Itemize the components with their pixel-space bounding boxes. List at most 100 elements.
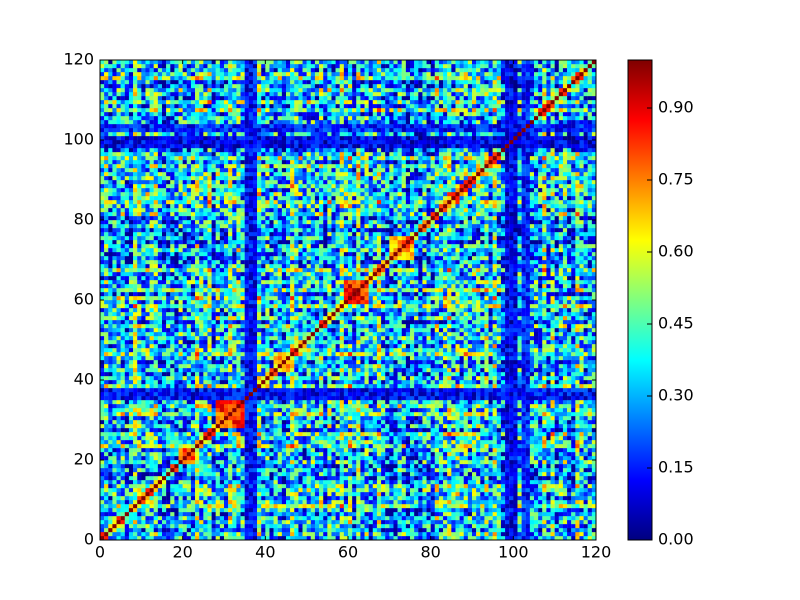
heatmap-cell	[393, 476, 398, 481]
heatmap-cell	[331, 508, 336, 513]
heatmap-cell	[248, 436, 254, 441]
heatmap-cell	[162, 512, 167, 517]
heatmap-cell	[389, 488, 394, 493]
heatmap-cell	[430, 488, 435, 493]
heatmap-cell	[290, 428, 295, 433]
heatmap-cell	[385, 404, 390, 409]
heatmap-cell	[418, 412, 423, 417]
heatmap-cell	[294, 444, 299, 449]
heatmap-cell	[302, 464, 307, 469]
heatmap-cell	[385, 464, 390, 469]
heatmap-cell	[124, 384, 130, 389]
heatmap-cell	[579, 420, 584, 425]
heatmap-cell	[389, 452, 394, 457]
heatmap-cell	[484, 488, 489, 493]
heatmap-cell	[455, 524, 460, 529]
heatmap-cell	[422, 476, 427, 481]
heatmap-cell	[186, 404, 192, 409]
heatmap-cell	[294, 404, 299, 409]
heatmap-cell	[525, 448, 531, 453]
heatmap-cell	[248, 500, 254, 505]
heatmap-cell	[331, 468, 336, 473]
heatmap-cell	[405, 404, 411, 409]
heatmap-cell	[591, 396, 597, 401]
heatmap-cell	[261, 408, 266, 413]
heatmap-cell	[513, 496, 518, 501]
heatmap-cell	[248, 488, 254, 493]
heatmap-cell	[174, 436, 179, 441]
heatmap-cell	[335, 456, 340, 461]
heatmap-cell	[224, 444, 229, 449]
heatmap-cell	[405, 456, 411, 461]
heatmap-cell	[430, 400, 435, 405]
heatmap-cell	[571, 464, 576, 469]
heatmap-cell	[257, 432, 262, 437]
heatmap-cell	[360, 400, 365, 405]
heatmap-cell	[546, 512, 551, 517]
heatmap-cell	[290, 452, 295, 457]
heatmap-cell	[405, 480, 411, 485]
heatmap-cell	[463, 412, 469, 417]
heatmap-cell	[410, 528, 415, 533]
heatmap-cell	[546, 404, 551, 409]
heatmap-cell	[327, 400, 332, 405]
heatmap-cell	[410, 476, 415, 481]
heatmap-cell	[381, 508, 386, 513]
heatmap-cell	[488, 376, 493, 381]
heatmap-cell	[571, 528, 576, 533]
heatmap-cell	[500, 488, 506, 493]
heatmap-cell	[290, 420, 295, 425]
heatmap-cell	[232, 388, 237, 393]
heatmap-cell	[195, 392, 200, 397]
heatmap-cell	[306, 472, 311, 477]
heatmap-cell	[401, 436, 407, 441]
heatmap-cell	[575, 492, 580, 497]
heatmap-cell	[534, 444, 539, 449]
heatmap-cell	[509, 412, 514, 417]
heatmap-cell	[195, 388, 200, 393]
heatmap-cell	[434, 508, 440, 513]
heatmap-cell	[133, 388, 138, 393]
heatmap-cell	[281, 524, 287, 529]
heatmap-cell	[492, 464, 497, 469]
heatmap-cell	[509, 468, 514, 473]
heatmap-cell	[488, 428, 493, 433]
heatmap-cell	[476, 464, 481, 469]
heatmap-cell	[257, 468, 262, 473]
heatmap-cell	[591, 496, 597, 501]
heatmap-cell	[203, 432, 208, 437]
heatmap-cell	[393, 488, 398, 493]
heatmap-cell	[509, 384, 514, 389]
heatmap-cell	[314, 464, 320, 469]
heatmap-cell	[472, 436, 477, 441]
heatmap-cell	[257, 492, 262, 497]
heatmap-cell	[360, 516, 365, 521]
heatmap-cell	[500, 384, 506, 389]
heatmap-cell	[319, 400, 324, 405]
heatmap-cell	[513, 464, 518, 469]
heatmap-cell	[567, 492, 572, 497]
heatmap-cell	[517, 508, 522, 513]
heatmap-cell	[505, 472, 510, 477]
heatmap-cell	[517, 480, 522, 485]
heatmap-cell	[145, 432, 150, 437]
heatmap-cell	[500, 456, 506, 461]
heatmap-cell	[575, 380, 580, 385]
heatmap-cell	[149, 396, 154, 401]
heatmap-cell	[385, 424, 390, 429]
heatmap-cell	[542, 496, 547, 501]
heatmap-cell	[401, 504, 407, 509]
heatmap-cell	[426, 464, 431, 469]
heatmap-cell	[314, 432, 320, 437]
heatmap-cell	[195, 476, 200, 481]
heatmap-cell	[546, 436, 551, 441]
heatmap-cell	[558, 464, 564, 469]
heatmap-cell	[521, 420, 526, 425]
heatmap-cell	[410, 496, 415, 501]
heatmap-cell	[393, 404, 398, 409]
heatmap-cell	[513, 416, 518, 421]
heatmap-cell	[306, 488, 311, 493]
heatmap-cell	[591, 492, 597, 497]
heatmap-cell	[480, 536, 485, 541]
heatmap-cell	[352, 528, 357, 533]
